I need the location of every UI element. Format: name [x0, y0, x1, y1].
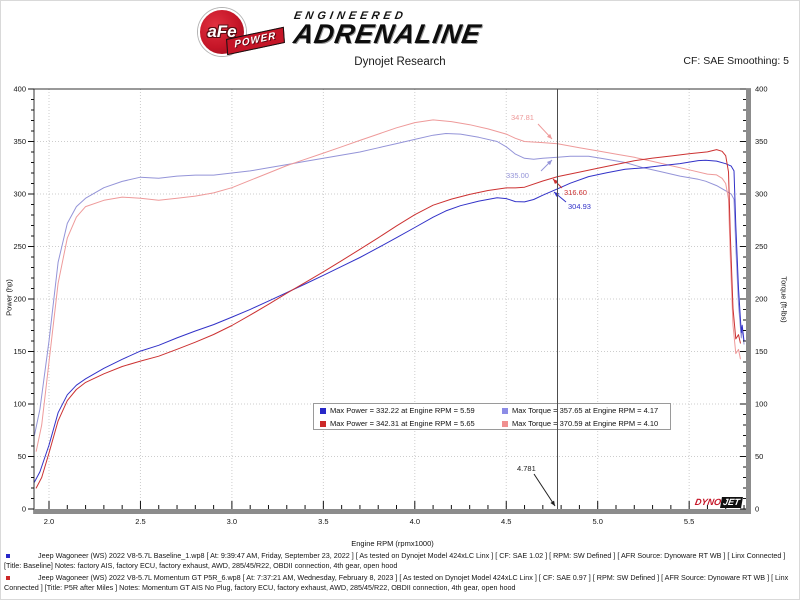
- afe-logo-text: aFe: [207, 22, 237, 41]
- series-swatch-icon: [502, 420, 508, 427]
- svg-text:200: 200: [755, 295, 768, 304]
- run-info-momentum: Jeep Wagoneer (WS) 2022 V8-5.7L Momentum…: [4, 573, 799, 592]
- x-axis-title: Engine RPM (rpmx1000): [351, 539, 434, 548]
- svg-text:2.5: 2.5: [135, 517, 145, 526]
- svg-text:300: 300: [755, 190, 768, 199]
- svg-text:4.0: 4.0: [410, 517, 420, 526]
- svg-text:400: 400: [755, 85, 768, 94]
- svg-text:250: 250: [755, 242, 768, 251]
- svg-text:50: 50: [755, 452, 763, 461]
- svg-text:50: 50: [18, 452, 26, 461]
- smoothing-label: CF: SAE Smoothing: 5: [683, 55, 789, 67]
- run-bullet-icon: [6, 554, 10, 558]
- dynojet-logo: DYNO JET: [694, 497, 743, 508]
- curve-power-momentum: [35, 149, 741, 489]
- series-swatch-icon: [320, 420, 326, 427]
- dynojet-logo-dyno: DYNO: [694, 497, 722, 507]
- svg-text:5.0: 5.0: [592, 517, 602, 526]
- run-info-list: Jeep Wagoneer (WS) 2022 V8-5.7L Baseline…: [1, 551, 799, 595]
- dynojet-logo-jet: JET: [720, 497, 743, 508]
- svg-text:250: 250: [13, 242, 26, 251]
- page-title: Dynojet Research: [354, 56, 446, 68]
- svg-text:350: 350: [755, 137, 768, 146]
- annotation-347.81: 347.81: [511, 113, 534, 122]
- run-text: Jeep Wagoneer (WS) 2022 V8-5.7L Momentum…: [4, 573, 789, 592]
- legend-label: Max Power = 332.22 at Engine RPM = 5.59: [330, 406, 475, 415]
- svg-text:2.0: 2.0: [44, 517, 54, 526]
- afe-power-icon: aFe: [198, 8, 246, 56]
- legend-item-torque-momentum: Max Torque = 370.59 at Engine RPM = 4.10: [502, 419, 670, 428]
- series-swatch-icon: [320, 407, 326, 414]
- svg-text:150: 150: [13, 347, 26, 356]
- legend-item-torque-baseline: Max Torque = 357.65 at Engine RPM = 4.17: [502, 406, 670, 415]
- curve-torque-momentum: [35, 119, 741, 452]
- svg-text:5.5: 5.5: [684, 517, 694, 526]
- series-swatch-icon: [502, 407, 508, 414]
- curve-torque-baseline: [33, 133, 745, 436]
- svg-text:3.0: 3.0: [227, 517, 237, 526]
- legend-item-power-baseline: Max Power = 332.22 at Engine RPM = 5.59: [320, 406, 502, 415]
- svg-text:400: 400: [13, 85, 26, 94]
- run-info-baseline: Jeep Wagoneer (WS) 2022 V8-5.7L Baseline…: [4, 551, 799, 570]
- svg-text:100: 100: [13, 400, 26, 409]
- svg-text:350: 350: [13, 137, 26, 146]
- legend-label: Max Power = 342.31 at Engine RPM = 5.65: [330, 419, 475, 428]
- svg-text:200: 200: [13, 295, 26, 304]
- legend-label: Max Torque = 357.65 at Engine RPM = 4.17: [512, 406, 659, 415]
- annotation-316.60: 316.60: [564, 188, 587, 197]
- svg-text:0: 0: [755, 505, 759, 514]
- svg-text:0: 0: [22, 505, 26, 514]
- legend-item-power-momentum: Max Power = 342.31 at Engine RPM = 5.65: [320, 419, 502, 428]
- legend-box: Max Power = 332.22 at Engine RPM = 5.59 …: [313, 403, 671, 430]
- annotation-4.781: 4.781: [517, 464, 536, 473]
- annotation-335.00: 335.00: [506, 171, 529, 180]
- svg-text:3.5: 3.5: [318, 517, 328, 526]
- right-axis-title: Torque (ft-lbs): [779, 276, 789, 323]
- svg-text:4.5: 4.5: [501, 517, 511, 526]
- svg-text:300: 300: [13, 190, 26, 199]
- legend-label: Max Torque = 370.59 at Engine RPM = 4.10: [512, 419, 659, 428]
- svg-text:150: 150: [755, 347, 768, 356]
- svg-text:100: 100: [755, 400, 768, 409]
- left-axis-title: Power (hp): [4, 279, 14, 316]
- run-text: Jeep Wagoneer (WS) 2022 V8-5.7L Baseline…: [4, 551, 786, 570]
- rpm-cursor-line[interactable]: [557, 89, 558, 509]
- curve-power-baseline: [33, 159, 745, 483]
- annotation-304.93: 304.93: [568, 202, 591, 211]
- afe-logo: aFe POWER ENGINEERED ADRENALINE: [196, 6, 596, 56]
- run-bullet-icon: [6, 576, 10, 581]
